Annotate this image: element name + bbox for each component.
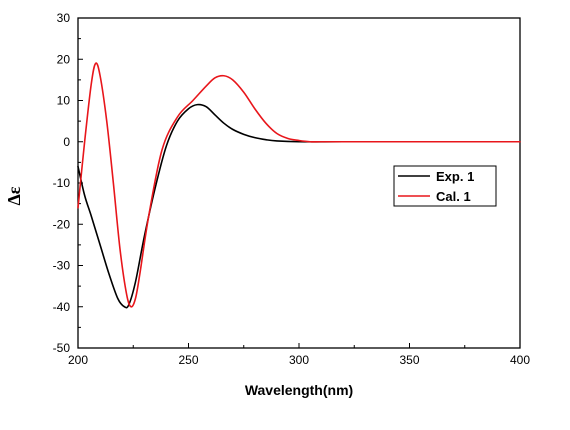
y-tick-label: -30 <box>53 259 71 273</box>
y-tick-label: 10 <box>57 94 71 108</box>
x-axis-title: Wavelength(nm) <box>245 382 353 398</box>
y-tick-label: -10 <box>53 176 71 190</box>
legend: Exp. 1 Cal. 1 <box>393 165 497 207</box>
y-tick-label: -40 <box>53 300 71 314</box>
series-line-exp <box>77 103 521 309</box>
x-tick-label: 200 <box>68 353 88 367</box>
x-tick-label: 350 <box>399 353 419 367</box>
y-tick-label: -50 <box>53 341 71 355</box>
y-tick-label: 0 <box>63 135 70 149</box>
axis-ticks: 200 250 300 350 400 -50 -40 -30 -20 -10 0 10 20 30 <box>53 11 531 367</box>
x-tick-label: 250 <box>178 353 198 367</box>
x-tick-label: 300 <box>289 353 309 367</box>
legend-box <box>393 165 497 207</box>
y-tick-label: -20 <box>53 217 71 231</box>
y-axis-title: Δε <box>4 186 24 205</box>
y-tick-label: 30 <box>57 11 71 25</box>
x-tick-label: 400 <box>510 353 530 367</box>
legend-label-exp: Exp. 1 <box>436 169 474 184</box>
series-lines <box>77 62 521 309</box>
series-line-cal <box>77 62 521 308</box>
y-tick-label: 20 <box>57 52 71 66</box>
legend-label-cal: Cal. 1 <box>436 189 471 204</box>
